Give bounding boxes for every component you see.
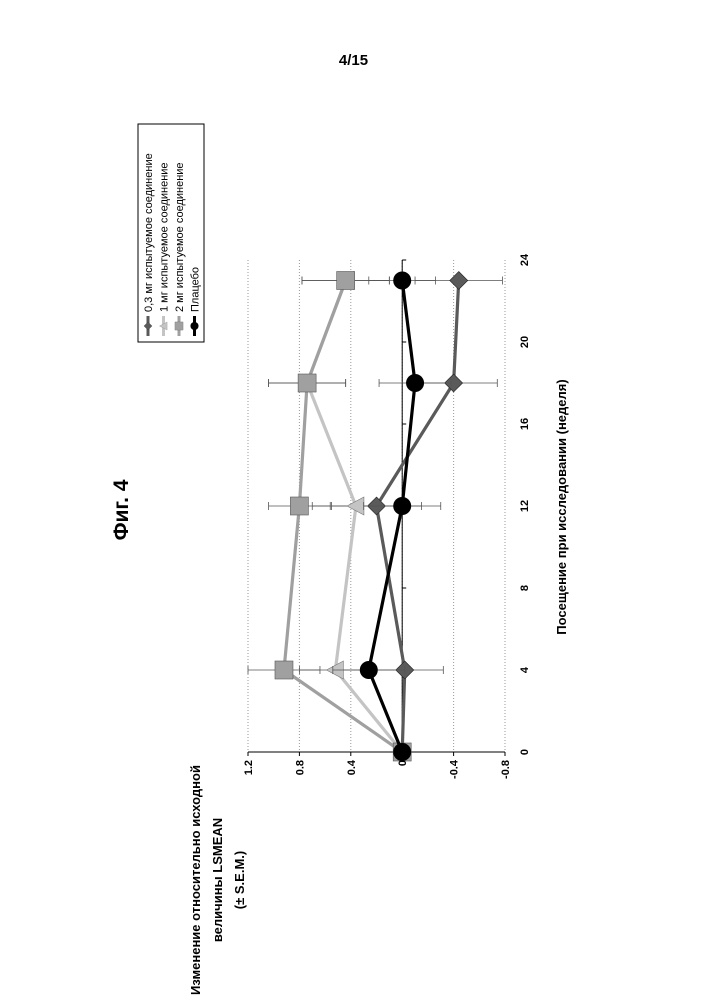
series-0: [332, 272, 503, 762]
data-point-circle: [393, 497, 411, 515]
data-point-square: [175, 322, 183, 330]
series-line: [307, 281, 402, 753]
data-point-circle: [393, 743, 411, 761]
y-tick-label: 0.4: [346, 759, 358, 775]
y-tick-label: 0: [397, 760, 409, 766]
y-tick-label: 1.2: [243, 760, 255, 775]
y-axis-title-line: Изменение относительно исходной: [188, 765, 203, 995]
series-layer: [248, 272, 502, 762]
y-axis-title-line: величины LSMEAN: [210, 818, 225, 942]
data-point-square: [337, 272, 355, 290]
x-tick-label: 20: [519, 336, 531, 348]
series-line: [377, 281, 459, 753]
x-axis-title: Посещение при исследовании (неделя): [554, 379, 569, 634]
data-point-circle: [190, 322, 198, 330]
y-tick-label: 0.8: [294, 760, 306, 775]
figure-label: Фиг. 4: [110, 479, 133, 540]
legend-entry-label: 1 мг испытуемое соединение: [159, 162, 171, 312]
data-point-square: [298, 374, 316, 392]
x-tick-label: 4: [519, 666, 531, 673]
legend-entry-label: 0,3 мг испытуемое соединение: [143, 153, 155, 312]
legend-entry-label: Плацебо: [190, 267, 202, 312]
x-tick-label: 0: [519, 749, 531, 755]
data-point-circle: [360, 661, 378, 679]
data-point-square: [290, 497, 308, 515]
x-tick-label: 24: [519, 253, 531, 266]
data-point-diamond: [450, 272, 468, 290]
y-axis-title-line: (± S.E.M.): [232, 851, 247, 909]
data-point-square: [275, 661, 293, 679]
series-1: [269, 272, 411, 762]
series-2: [248, 272, 411, 762]
x-tick-label: 12: [519, 500, 531, 512]
series-line: [369, 281, 415, 753]
data-point-circle: [393, 272, 411, 290]
y-tick-label: -0.8: [500, 760, 512, 779]
y-tick-label: -0.4: [449, 759, 461, 779]
legend-entry-label: 2 мг испытуемое соединение: [174, 162, 186, 312]
x-tick-label: 16: [519, 418, 531, 430]
legend: 0,3 мг испытуемое соединение 1 мг испытуе…: [138, 124, 204, 342]
data-point-circle: [406, 374, 424, 392]
x-tick-label: 8: [519, 585, 531, 591]
